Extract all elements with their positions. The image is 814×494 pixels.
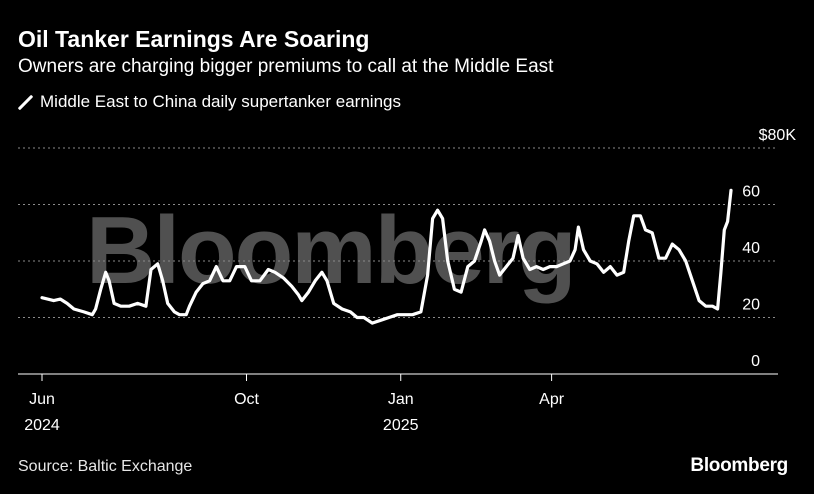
chart-subtitle: Owners are charging bigger premiums to c…	[18, 56, 554, 77]
y-tick-label: $80K	[759, 127, 797, 144]
y-tick-label: 60	[742, 184, 760, 201]
y-tick-label: 20	[742, 297, 760, 314]
x-tick-label-month: Oct	[234, 391, 259, 408]
y-axis-labels: $80K 60 40 20 0	[742, 127, 796, 370]
legend: Middle East to China daily supertanker e…	[18, 92, 401, 112]
bloomberg-logo: Bloomberg	[690, 455, 788, 476]
series-layer	[40, 188, 733, 325]
x-tick-label-year: 2024	[24, 417, 60, 434]
legend-label: Middle East to China daily supertanker e…	[40, 92, 401, 111]
x-tick-label-year: 2025	[383, 417, 419, 434]
source-note: Source: Baltic Exchange	[18, 458, 193, 475]
chart-title: Oil Tanker Earnings Are Soaring	[18, 26, 370, 52]
x-axis: Jun 2024 Oct Jan 2025 Apr	[18, 373, 778, 434]
y-tick-label: 40	[742, 240, 760, 257]
x-tick-label-month: Apr	[539, 391, 565, 408]
series-line-middle-east-to-china	[40, 188, 733, 325]
watermark-text: Bloomberg	[86, 197, 575, 304]
y-tick-label: 0	[751, 353, 760, 370]
grid-lines	[18, 147, 778, 318]
x-tick-label-month: Jan	[388, 391, 414, 408]
x-tick-label-month: Jun	[29, 391, 55, 408]
